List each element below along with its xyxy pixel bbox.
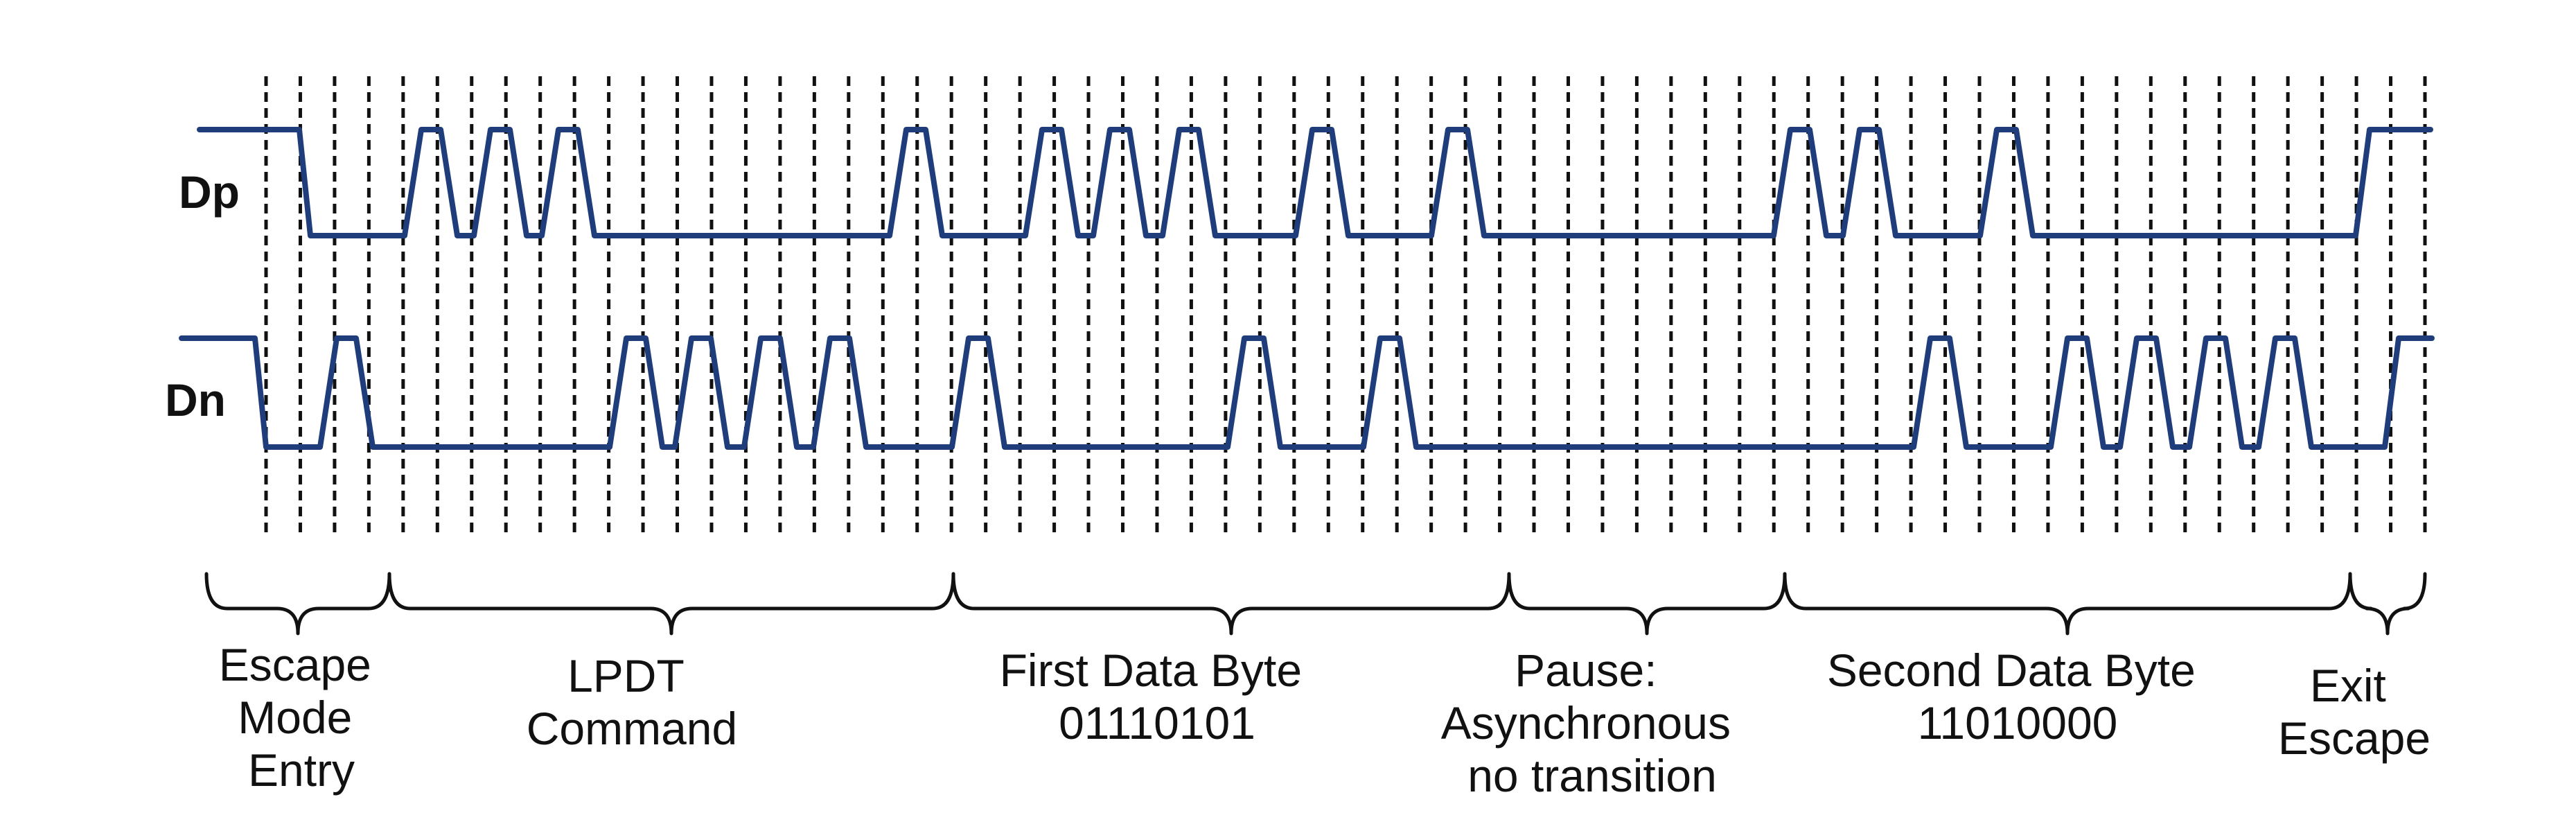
exit-escape-label: Exit Escape (2278, 660, 2431, 764)
brace-first-data-byte (951, 572, 1511, 636)
brace-lpdt-command (387, 572, 955, 636)
dp-signal-label: Dp (179, 166, 240, 218)
first-data-byte-label: First Data Byte 01110101 (1000, 645, 1315, 749)
brace-pause (1507, 572, 1787, 636)
pause-label: Pause: Asynchronous no transition (1441, 645, 1744, 801)
segment-labels: Escape Mode Entry LPDT Command First Dat… (219, 639, 2431, 801)
dp-waveform (197, 127, 2433, 238)
lpdt-command-label: LPDT Command (527, 650, 737, 754)
brace-exit-escape (2348, 572, 2427, 636)
escape-mode-entry-label: Escape Mode Entry (219, 639, 384, 796)
brace-second-data-byte (1783, 572, 2352, 636)
segment-braces (204, 572, 2427, 636)
dn-waveform (179, 335, 2435, 450)
brace-escape-mode-entry (204, 572, 391, 636)
second-data-byte-label: Second Data Byte 11010000 (1827, 645, 2208, 749)
clock-gridlines (264, 76, 2427, 534)
dn-signal-label: Dn (165, 374, 226, 426)
